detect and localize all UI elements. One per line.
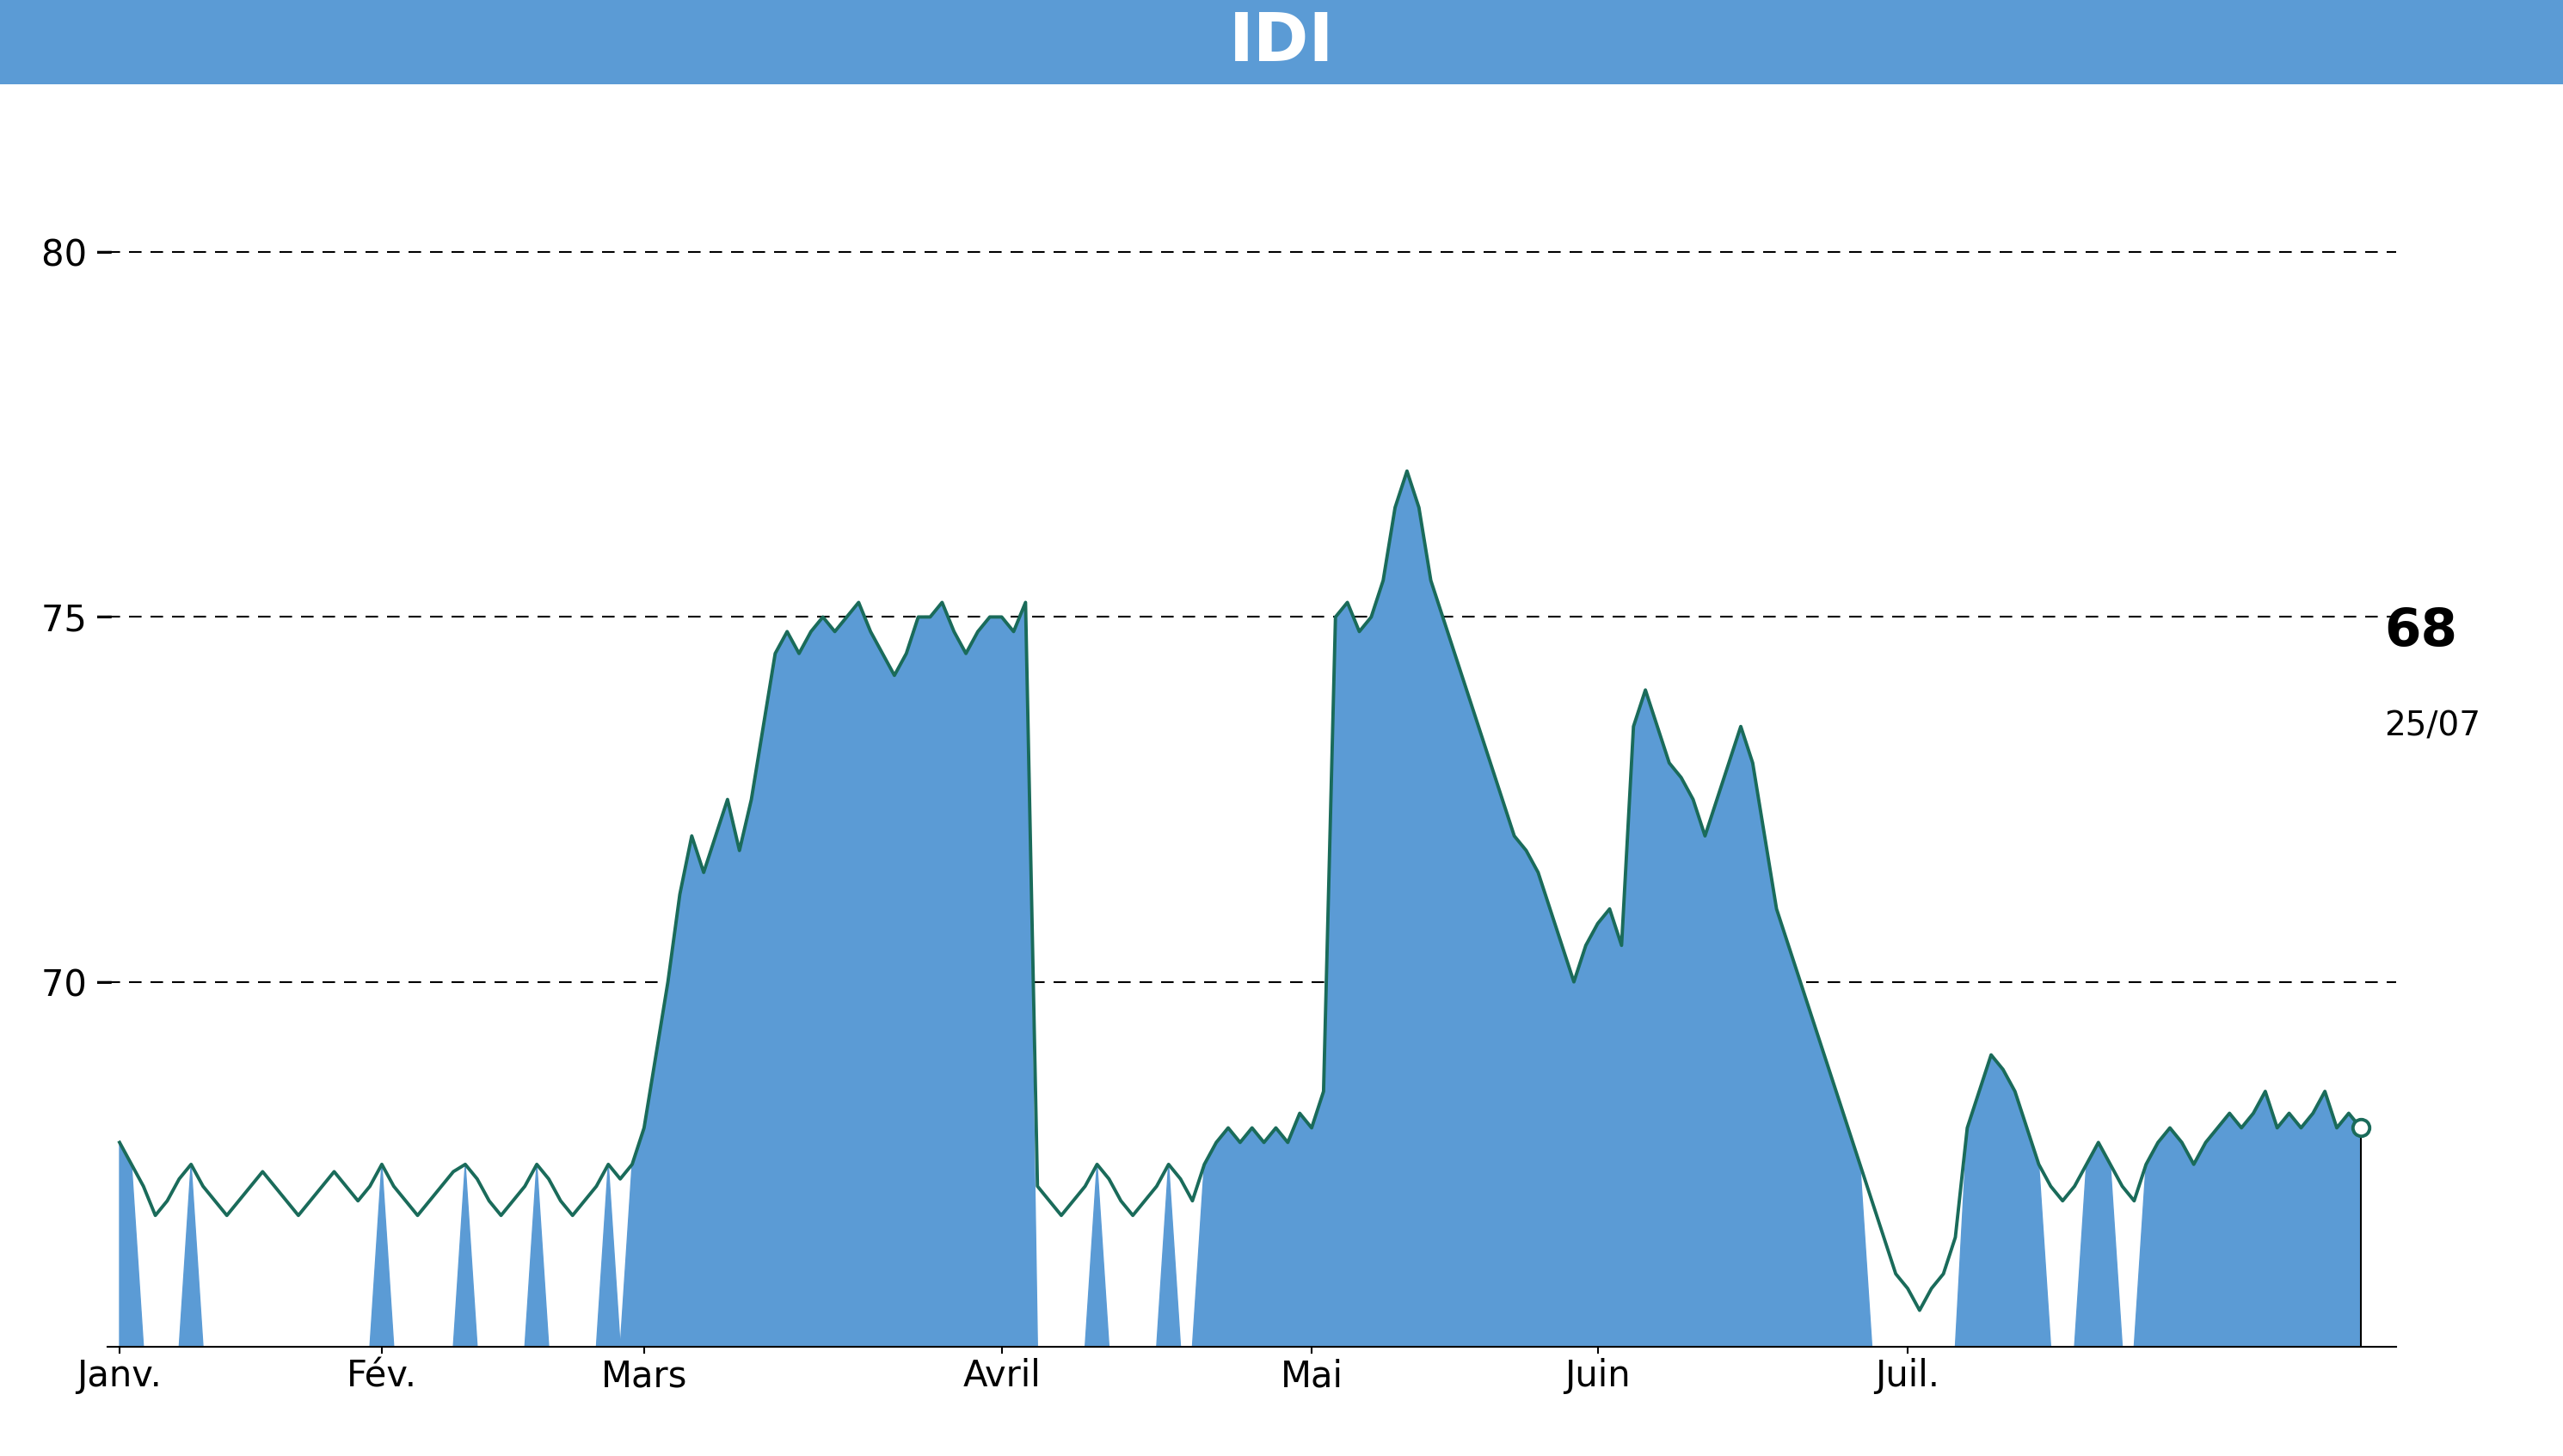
Text: 25/07: 25/07: [2384, 711, 2481, 743]
Text: IDI: IDI: [1228, 10, 1335, 74]
Text: –: –: [95, 964, 113, 1000]
Text: –: –: [95, 234, 113, 271]
Text: –: –: [95, 598, 113, 635]
Text: 68: 68: [2384, 606, 2458, 657]
